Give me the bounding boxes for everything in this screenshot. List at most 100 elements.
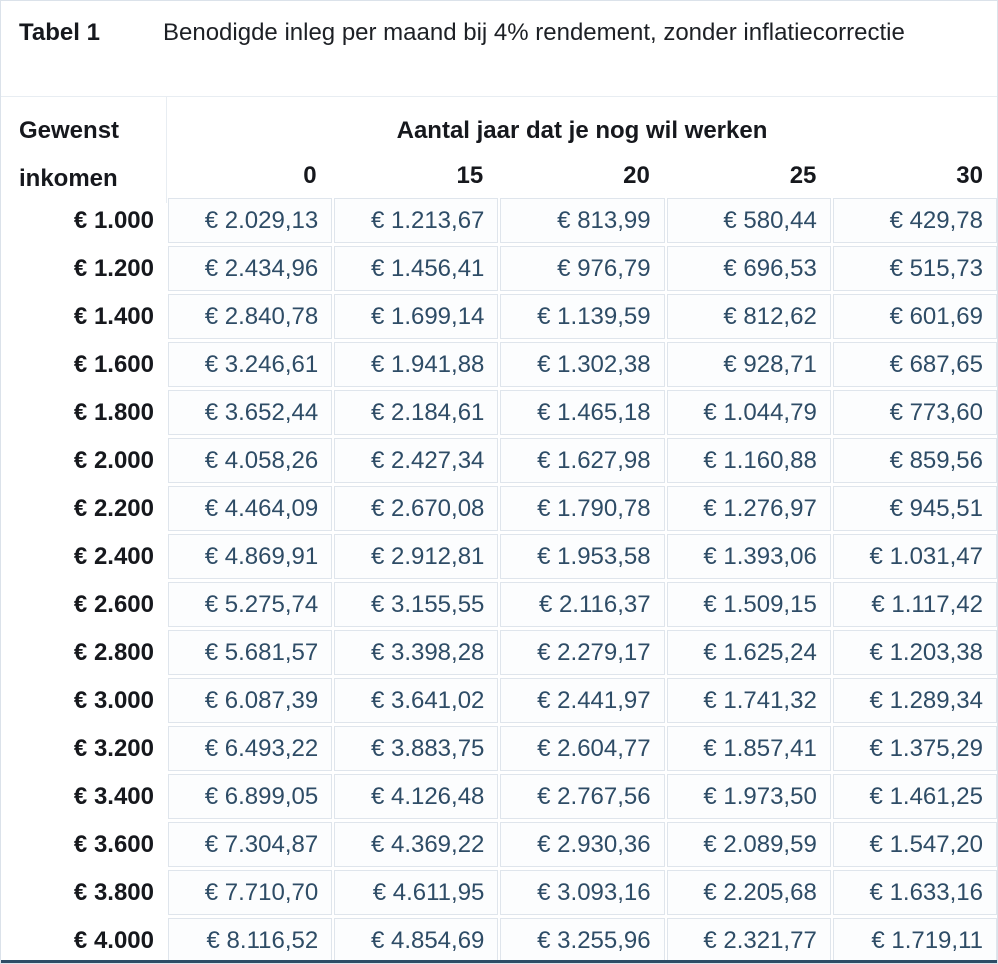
value-cell: € 6.087,39 [168, 678, 333, 723]
row-label: € 3.600 [73, 830, 154, 858]
column-header-25: 25 [789, 162, 817, 189]
value-cell: € 2.604,77 [500, 726, 665, 771]
value-cell: € 3.398,28 [334, 630, 499, 675]
value-cell: € 3.883,75 [334, 726, 499, 771]
value-cell: € 3.652,44 [168, 390, 333, 435]
value-cell: € 976,79 [500, 246, 665, 291]
value-cell: € 1.941,88 [334, 342, 499, 387]
table-header: Gewenst inkomen Aantal jaar dat je nog w… [1, 97, 997, 203]
value-cell: € 4.611,95 [334, 870, 499, 915]
value-cell: € 429,78 [832, 198, 997, 243]
value-cell: € 1.160,88 [666, 438, 831, 483]
column-header-15: 15 [456, 162, 484, 189]
value-cell: € 5.681,57 [168, 630, 333, 675]
value-cell: € 6.493,22 [168, 726, 333, 771]
value-cell: € 8.116,52 [168, 918, 333, 963]
value-cell: € 1.289,34 [832, 678, 997, 723]
row-label: € 3.000 [73, 686, 154, 714]
value-cell: € 6.899,05 [168, 774, 333, 819]
value-cell: € 2.116,37 [500, 582, 665, 627]
value-cell: € 5.275,74 [168, 582, 333, 627]
column-group-header-area: Aantal jaar dat je nog wil werken 0 15 2… [166, 97, 997, 203]
value-cell: € 2.840,78 [168, 294, 333, 339]
row-label: € 1.400 [73, 302, 154, 330]
row-label: € 1.600 [73, 350, 154, 378]
value-cell: € 687,65 [832, 342, 997, 387]
value-cell: € 696,53 [666, 246, 831, 291]
value-cell: € 2.434,96 [168, 246, 333, 291]
value-cell: € 1.973,50 [666, 774, 831, 819]
value-cell: € 2.670,08 [334, 486, 499, 531]
value-cell: € 2.205,68 [666, 870, 831, 915]
value-cell: € 4.464,09 [168, 486, 333, 531]
row-group-header-line1: Gewenst [19, 117, 120, 144]
value-cell: € 1.627,98 [500, 438, 665, 483]
value-cell: € 4.854,69 [334, 918, 499, 963]
row-group-header: Gewenst inkomen [1, 97, 166, 203]
value-cell: € 7.304,87 [168, 822, 333, 867]
value-cell: € 1.139,59 [500, 294, 665, 339]
column-header-20: 20 [623, 162, 650, 189]
value-cell: € 1.393,06 [666, 534, 831, 579]
value-cell: € 1.790,78 [500, 486, 665, 531]
row-label: € 2.400 [73, 542, 154, 570]
value-cell: € 1.633,16 [832, 870, 997, 915]
value-cell: € 1.953,58 [500, 534, 665, 579]
value-cell: € 1.461,25 [832, 774, 997, 819]
table-title: Benodigde inleg per maand bij 4% rendeme… [163, 19, 905, 46]
value-cell: € 2.767,56 [500, 774, 665, 819]
value-cell: € 3.641,02 [334, 678, 499, 723]
value-cell: € 1.857,41 [666, 726, 831, 771]
value-cell: € 4.869,91 [168, 534, 333, 579]
value-cell: € 1.375,29 [832, 726, 997, 771]
value-cell: € 1.547,20 [832, 822, 997, 867]
value-cell: € 812,62 [666, 294, 831, 339]
row-label: € 3.200 [73, 734, 154, 762]
column-group-header: Aantal jaar dat je nog wil werken [396, 117, 768, 144]
row-label: € 1.000 [73, 206, 154, 234]
value-cell: € 4.369,22 [334, 822, 499, 867]
value-cell: € 1.276,97 [666, 486, 831, 531]
row-label: € 3.800 [73, 878, 154, 906]
year-column-headers: 0 15 20 25 30 [167, 155, 997, 197]
value-cell: € 1.699,14 [334, 294, 499, 339]
bottom-edge-divider [1, 960, 997, 963]
value-cell: € 2.930,36 [500, 822, 665, 867]
value-cell: € 2.089,59 [666, 822, 831, 867]
row-label: € 3.400 [73, 782, 154, 810]
row-label: € 2.200 [73, 494, 154, 522]
value-cell: € 1.117,42 [832, 582, 997, 627]
value-cell: € 1.213,67 [334, 198, 499, 243]
value-cell: € 1.509,15 [666, 582, 831, 627]
row-label: € 2.000 [73, 446, 154, 474]
value-cell: € 3.155,55 [334, 582, 499, 627]
value-cell: € 1.031,47 [832, 534, 997, 579]
value-cell: € 4.058,26 [168, 438, 333, 483]
value-cell: € 2.441,97 [500, 678, 665, 723]
value-cell: € 2.912,81 [334, 534, 499, 579]
value-cell: € 813,99 [500, 198, 665, 243]
value-cell: € 2.184,61 [334, 390, 499, 435]
column-header-0: 0 [303, 162, 317, 189]
value-cell: € 1.741,32 [666, 678, 831, 723]
value-cell: € 601,69 [832, 294, 997, 339]
row-label: € 1.200 [73, 254, 154, 282]
value-cell: € 928,71 [666, 342, 831, 387]
value-cell: € 515,73 [832, 246, 997, 291]
row-label: € 4.000 [73, 926, 154, 954]
table-caption-label: Tabel 1 [19, 19, 100, 46]
column-header-30: 30 [956, 162, 983, 189]
row-label: € 2.800 [73, 638, 154, 666]
table-body: € 1.000 € 2.029,13 € 1.213,67 € 813,99 € 580… [1, 197, 997, 963]
value-cell: € 7.710,70 [168, 870, 333, 915]
value-cell: € 2.029,13 [168, 198, 333, 243]
value-cell: € 3.093,16 [500, 870, 665, 915]
value-cell: € 1.625,24 [666, 630, 831, 675]
value-cell: € 3.255,96 [500, 918, 665, 963]
value-cell: € 2.279,17 [500, 630, 665, 675]
table-caption: Tabel 1 Benodigde inleg per maand bij 4%… [1, 1, 997, 97]
row-label: € 2.600 [73, 590, 154, 618]
row-group-header-line2: inkomen [19, 165, 118, 192]
value-cell: € 859,56 [832, 438, 997, 483]
